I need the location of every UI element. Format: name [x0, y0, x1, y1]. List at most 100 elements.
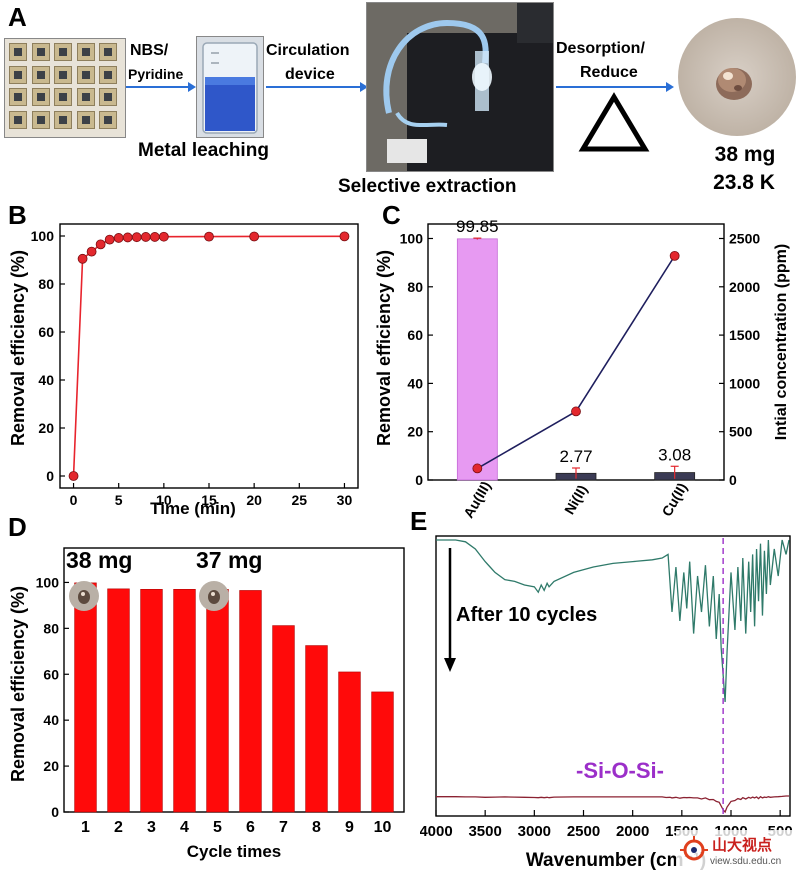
chart-d-bar	[173, 589, 196, 813]
panel-label-e: E	[410, 506, 428, 536]
chart-c-concentration-point	[669, 250, 680, 261]
panel-label-c: C	[382, 200, 401, 230]
chart-b-ytick-label: 60	[38, 324, 54, 340]
chart-b-xlabel: Time (min)	[150, 499, 236, 518]
chart-c-value-label: 3.08	[658, 445, 691, 464]
chip-icon	[76, 110, 95, 129]
step1-label-top: NBS/	[130, 42, 169, 59]
chip-die-icon	[59, 93, 67, 101]
gold-product-photo	[678, 18, 796, 136]
chart-b-xtick-label: 30	[337, 492, 353, 508]
chart-b-ylabel: Removal efficiency (%)	[8, 250, 28, 446]
chart-b-ytick-label: 40	[38, 372, 54, 388]
chart-b-frame	[59, 223, 359, 489]
chip-icon	[31, 110, 50, 129]
chart-c-value-label: 2.77	[559, 447, 592, 466]
chart-b-xtick-label: 0	[70, 492, 78, 508]
chip-icon	[9, 88, 27, 106]
chart-d-bar	[371, 691, 394, 813]
chip-icon	[9, 110, 27, 129]
chart-e-ftir: Wavenumber (cm⁻¹) 4000350030002500200015…	[420, 535, 793, 871]
chart-b-point	[77, 253, 88, 264]
chip-die-icon	[14, 70, 22, 79]
chip-die-icon	[81, 48, 90, 56]
chart-b-point	[249, 231, 260, 242]
chart-d-xtick-label: 9	[345, 819, 354, 836]
chip-icon	[76, 88, 95, 106]
chip-die-icon	[59, 115, 67, 124]
chart-d-ytick-label: 20	[43, 758, 59, 774]
chart-b-point	[104, 234, 115, 245]
beaker-photo	[196, 36, 264, 138]
chart-b-point	[131, 232, 142, 243]
chart-d-ytick-label: 100	[36, 574, 60, 590]
chip-icon	[54, 43, 72, 61]
chart-d-bar	[338, 671, 361, 813]
chart-c-concentration-line	[476, 255, 676, 470]
chip-die-icon	[59, 48, 67, 56]
chart-c-concentration-point	[472, 463, 483, 474]
chart-d-bar	[239, 590, 262, 813]
chart-b-point	[113, 233, 124, 243]
chart-c-bar	[456, 238, 498, 481]
step3-label-top: Desorption/	[556, 40, 645, 57]
watermark-url: view.sdu.edu.cn	[710, 856, 782, 867]
chart-b-point	[149, 232, 160, 242]
flow-arrow-1-icon	[126, 82, 196, 92]
chart-e-xtick-label: 2000	[616, 823, 649, 840]
chart-d-xtick-label: 5	[213, 819, 222, 836]
chip-icon	[54, 88, 72, 106]
chart-c-selectivity: Removal efficiency (%) Intial concentrat…	[374, 217, 790, 520]
chart-d-xtick-label: 8	[312, 819, 321, 836]
chart-c-y2tick-label: 1500	[729, 327, 760, 343]
chart-d-ytick-label: 80	[43, 620, 59, 636]
chart-d-bar	[107, 588, 130, 813]
chip-icon	[99, 43, 117, 61]
chip-icon	[99, 88, 117, 106]
chart-d-bar	[272, 625, 295, 813]
chip-icon	[9, 65, 27, 84]
step2-label-bottom: device	[285, 66, 335, 83]
chip-icon	[99, 110, 117, 129]
extraction-device-photo	[366, 2, 554, 172]
chip-icon	[54, 110, 72, 129]
step3-label-bottom: Reduce	[580, 64, 638, 81]
chip-icon	[99, 65, 117, 84]
chip-die-icon	[14, 115, 22, 124]
chart-c-xtick-label: Au(III)	[460, 478, 494, 520]
chip-icon	[54, 65, 72, 84]
chart-e-frame	[435, 535, 791, 817]
result-purity: 23.8 K	[713, 171, 775, 194]
result-mass: 38 mg	[714, 143, 776, 166]
chart-d-annotation-label: 37 mg	[196, 547, 262, 573]
circulation-device-icon	[367, 3, 553, 171]
chart-d-xtick-label: 2	[114, 819, 123, 836]
chart-b-xtick-label: 5	[115, 492, 123, 508]
chart-d-ytick-label: 40	[43, 712, 59, 728]
chart-d-bar	[305, 645, 328, 813]
chart-b-point	[95, 239, 106, 250]
gold-nugget-icon	[78, 590, 90, 604]
chip-die-icon	[36, 70, 45, 79]
chip-die-icon	[104, 70, 112, 79]
chart-b-series-line	[72, 235, 345, 477]
chart-d-xtick-label: 1	[81, 819, 90, 836]
chip-die-icon	[81, 70, 90, 79]
chart-c-ylabel: Removal efficiency (%)	[374, 250, 394, 446]
chip-icon	[31, 43, 50, 61]
chart-b-point	[68, 471, 79, 481]
beaker-icon	[202, 42, 258, 134]
chart-d-xtick-label: 10	[374, 819, 392, 836]
chart-c-y2tick-label: 2500	[729, 230, 760, 246]
chart-b-kinetics: Removal efficiency (%) Time (min) 0 5 10 15…	[8, 223, 359, 518]
chip-icon	[76, 65, 95, 84]
chart-e-xtick-label: 3000	[518, 823, 551, 840]
chart-d-ylabel: Removal efficiency (%)	[8, 586, 28, 782]
chart-c-xtick-label: Cu(II)	[658, 480, 690, 519]
chart-c-y2tick-label: 2000	[729, 279, 760, 295]
panel-label-d: D	[8, 512, 27, 542]
chart-b-xtick-label: 10	[156, 492, 172, 508]
chip-icon	[31, 88, 50, 106]
chart-c-y2tick-label: 0	[729, 472, 737, 488]
step1-label-bottom: Pyridine	[128, 66, 184, 82]
